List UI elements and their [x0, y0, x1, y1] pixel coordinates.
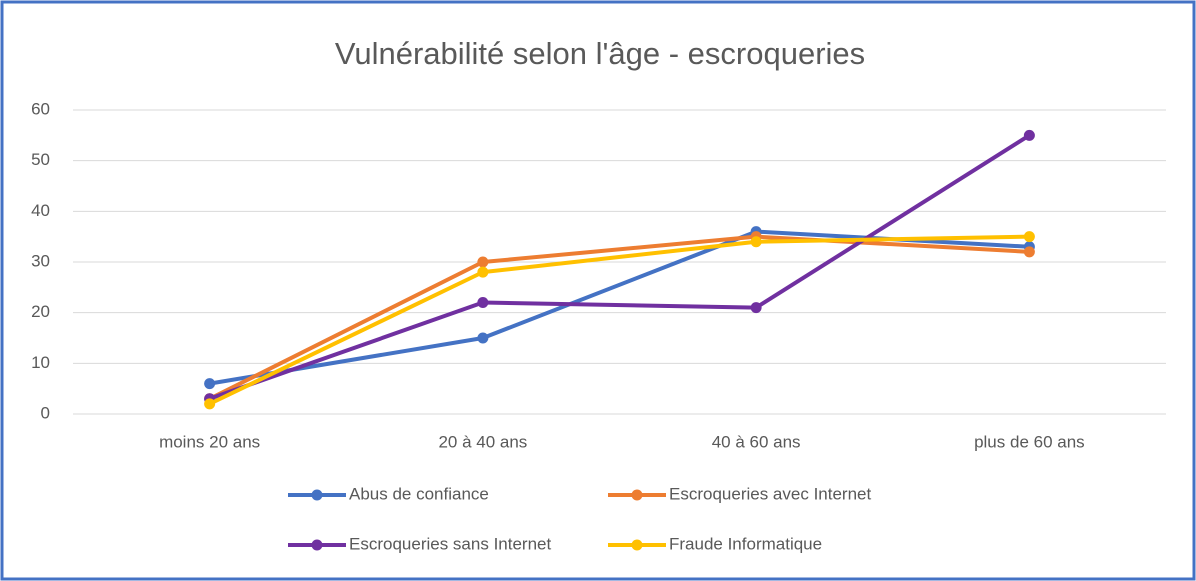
data-point — [1023, 246, 1035, 258]
chart-title: Vulnérabilité selon l'âge - escroqueries — [335, 36, 865, 71]
data-point — [477, 256, 489, 268]
y-tick-label: 50 — [31, 150, 50, 169]
x-tick-label: moins 20 ans — [159, 432, 260, 451]
y-tick-label: 10 — [31, 353, 50, 372]
legend-label: Escroqueries sans Internet — [349, 534, 551, 553]
data-point — [1023, 129, 1035, 141]
y-tick-label: 0 — [41, 403, 50, 422]
y-tick-label: 20 — [31, 302, 50, 321]
data-point — [204, 378, 216, 390]
data-point — [477, 332, 489, 344]
data-point — [750, 302, 762, 314]
series-line — [208, 133, 1031, 401]
legend-marker — [631, 539, 643, 551]
x-tick-label: 20 à 40 ans — [438, 432, 527, 451]
legend-marker — [311, 489, 323, 501]
data-point — [1023, 231, 1035, 243]
legend-label: Fraude Informatique — [669, 534, 822, 553]
y-tick-label: 30 — [31, 251, 50, 270]
y-tick-label: 60 — [31, 99, 50, 118]
data-point — [204, 398, 216, 410]
y-tick-label: 40 — [31, 201, 50, 220]
data-point — [477, 297, 489, 309]
legend-marker — [311, 539, 323, 551]
x-tick-label: plus de 60 ans — [974, 432, 1085, 451]
series-line — [208, 234, 1030, 406]
legend-label: Abus de confiance — [349, 484, 489, 503]
data-point — [477, 266, 489, 278]
x-tick-label: 40 à 60 ans — [712, 432, 801, 451]
series-line — [208, 234, 1030, 401]
legend-label: Escroqueries avec Internet — [669, 484, 871, 503]
data-point — [750, 236, 762, 248]
legend-marker — [631, 489, 643, 501]
